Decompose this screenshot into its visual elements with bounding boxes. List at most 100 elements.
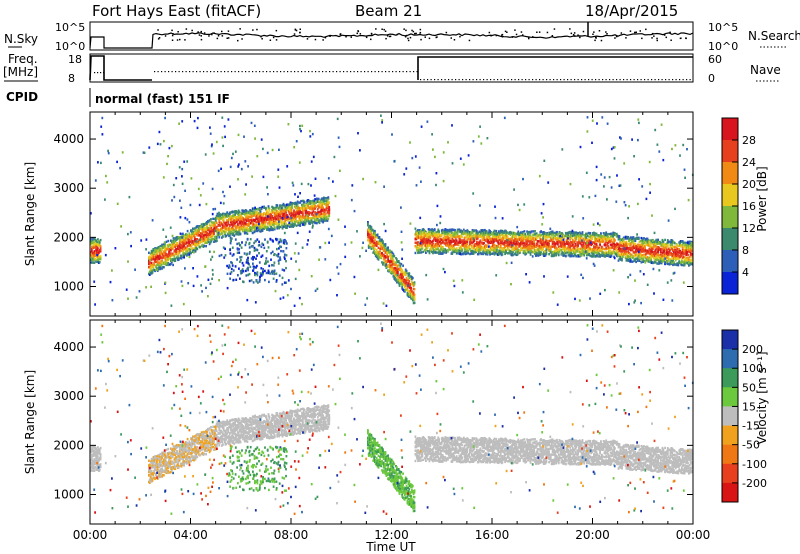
nsearch-dot (324, 36, 327, 39)
power-cell (426, 234, 429, 237)
power-cell (209, 230, 212, 233)
power-cell (414, 227, 417, 230)
power-cell (202, 239, 205, 242)
power-cell (264, 223, 266, 226)
power-cell (532, 237, 535, 240)
power-cell (383, 254, 386, 258)
nsearch-dot (453, 39, 456, 41)
power-cell (505, 250, 507, 253)
nsearch-dot (405, 29, 407, 32)
power-cell (476, 240, 478, 243)
power-cell (175, 250, 178, 253)
power-cell (292, 202, 295, 205)
power-cell (512, 251, 514, 254)
power-cell (451, 237, 454, 241)
power-cell (477, 249, 480, 252)
power-cell (381, 261, 383, 264)
power-cell (472, 250, 475, 253)
nsearch-dot (384, 30, 387, 32)
power-cell (167, 262, 170, 265)
nsearch-dot (350, 36, 352, 38)
noise-panel (89, 21, 694, 51)
power-cell (267, 213, 270, 216)
power-cell (91, 261, 94, 264)
power-cell (301, 219, 303, 222)
nsearch-dot (387, 35, 389, 37)
power-cell (215, 236, 218, 240)
power-cell (408, 293, 411, 296)
power-cell (430, 233, 433, 237)
power-cell (401, 275, 404, 278)
nsearch-dot (504, 30, 507, 33)
power-cell (406, 291, 409, 295)
nsearch-dot (217, 35, 220, 37)
power-cell (292, 219, 295, 222)
power-cell (182, 241, 185, 244)
nsearch-dot (385, 37, 387, 40)
power-cell (199, 235, 202, 238)
power-cell (506, 252, 509, 255)
power-cell (201, 243, 204, 247)
power-cell (310, 219, 313, 222)
power-cell (530, 230, 533, 233)
power-cell (221, 235, 224, 238)
power-cell (179, 240, 182, 244)
nsearch-dot (663, 34, 666, 36)
nave-dot (283, 71, 285, 73)
power-cell (474, 244, 477, 247)
power-cell (575, 237, 578, 240)
power-cell (550, 239, 553, 242)
nave-dot (427, 79, 429, 81)
power-cell (404, 279, 407, 282)
power-cell (248, 219, 251, 222)
power-cell (547, 243, 550, 247)
power-cell (562, 233, 564, 236)
nsearch-dot (495, 34, 498, 37)
power-cell (382, 248, 385, 251)
nave-dot (479, 79, 481, 81)
power-cell (382, 244, 385, 247)
power-cell (240, 220, 243, 223)
nave-tick-top: 60 (708, 53, 722, 66)
power-cell (199, 236, 202, 240)
power-cell (532, 242, 535, 245)
power-cell (165, 263, 168, 267)
power-cell (165, 260, 168, 263)
power-cell (382, 253, 385, 256)
power-cell (193, 233, 196, 236)
power-cell (304, 222, 307, 225)
power-cell (503, 246, 506, 250)
power-cell (406, 287, 409, 290)
power-cell (306, 220, 309, 223)
power-cell (409, 283, 411, 287)
power-cell (277, 210, 280, 214)
power-cell (325, 216, 328, 219)
power-cell (254, 225, 257, 228)
power-cell (541, 252, 543, 256)
power-cell (308, 213, 310, 216)
power-cell (457, 230, 460, 233)
power-cell (234, 222, 236, 225)
power-cell (401, 271, 404, 274)
freq-panel (89, 53, 694, 83)
power-cell (318, 221, 321, 225)
power-cell (478, 246, 481, 249)
power-cell (324, 203, 327, 206)
power-cell (382, 263, 384, 266)
power-cell (513, 239, 516, 243)
nave-dot (189, 71, 191, 73)
power-cell (467, 249, 470, 252)
power-cell (452, 234, 455, 237)
power-cell (217, 224, 220, 227)
nsearch-dot (419, 33, 421, 36)
power-cell (279, 204, 282, 208)
power-cell (447, 232, 450, 235)
power-cell (484, 233, 486, 236)
power-cell (199, 232, 202, 235)
power-cell (150, 251, 153, 255)
power-cell (518, 233, 521, 236)
power-cell (301, 203, 303, 207)
power-cell (517, 238, 520, 241)
power-cell (301, 214, 304, 217)
nave-dot (252, 71, 254, 73)
